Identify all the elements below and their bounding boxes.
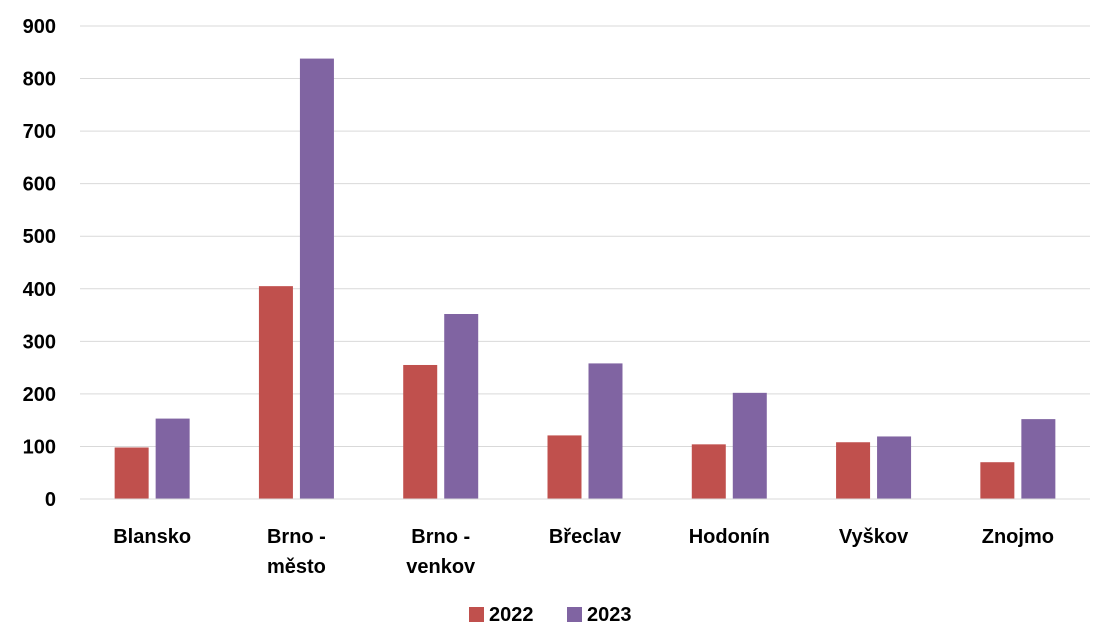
y-tick-label: 400 <box>23 279 56 301</box>
y-tick-label: 100 <box>23 436 56 458</box>
x-tick-label-line: Břeclav <box>549 526 622 548</box>
x-tick-label-line: Hodonín <box>689 526 770 548</box>
x-tick-label-line: Brno - <box>267 526 326 548</box>
legend: 2022 2023 <box>469 604 632 626</box>
x-tick-label: Hodonín <box>689 526 770 548</box>
bars <box>114 58 1056 500</box>
bar-2023 <box>155 418 190 499</box>
bar-2022 <box>258 286 293 499</box>
bar-2022 <box>114 447 149 499</box>
y-tick-label: 500 <box>23 226 56 248</box>
bar-2023 <box>299 58 334 500</box>
bar-2022 <box>403 364 438 499</box>
bar-2023 <box>444 314 479 499</box>
bar-2022 <box>836 442 871 499</box>
bar-2022 <box>691 444 726 499</box>
y-tick-label: 700 <box>23 121 56 143</box>
bar-2022 <box>547 435 582 499</box>
x-tick-label: Brno - město <box>267 526 326 578</box>
x-tick-label: Blansko <box>113 526 191 548</box>
y-tick-label: 200 <box>23 384 56 406</box>
x-tick-label: Břeclav <box>549 526 622 548</box>
y-tick-label: 600 <box>23 174 56 196</box>
legend-label: 2023 <box>587 604 632 626</box>
x-tick-label-line: venkov <box>406 556 476 578</box>
x-tick-label: Znojmo <box>982 526 1054 548</box>
x-tick-label-line: Znojmo <box>982 526 1054 548</box>
x-axis: Blansko Brno - město Brno - venkov Břeclav Hod… <box>80 498 1090 578</box>
y-tick-label: 900 <box>23 16 56 38</box>
bar-2023 <box>877 436 912 499</box>
bar-2023 <box>732 392 767 499</box>
x-tick-label: Brno - venkov <box>406 526 476 578</box>
y-tick-label: 300 <box>23 331 56 353</box>
y-tick-label: 800 <box>23 69 56 91</box>
gridlines <box>80 25 1090 500</box>
legend-label: 2022 <box>489 604 534 626</box>
x-tick-label-line: Vyškov <box>839 526 909 548</box>
y-tick-label: 0 <box>45 489 56 511</box>
x-tick-label-line: Blansko <box>113 526 191 548</box>
bar-2023 <box>588 363 623 499</box>
x-tick-label: Vyškov <box>839 526 909 548</box>
legend-swatch <box>469 607 484 622</box>
y-axis: 0 100 200 300 400 500 600 700 800 900 <box>23 16 56 511</box>
bar-2022 <box>980 462 1015 499</box>
legend-swatch <box>567 607 582 622</box>
x-tick-label-line: Brno - <box>411 526 470 548</box>
bar-2023 <box>1021 419 1056 499</box>
x-tick-label-line: město <box>267 556 326 578</box>
